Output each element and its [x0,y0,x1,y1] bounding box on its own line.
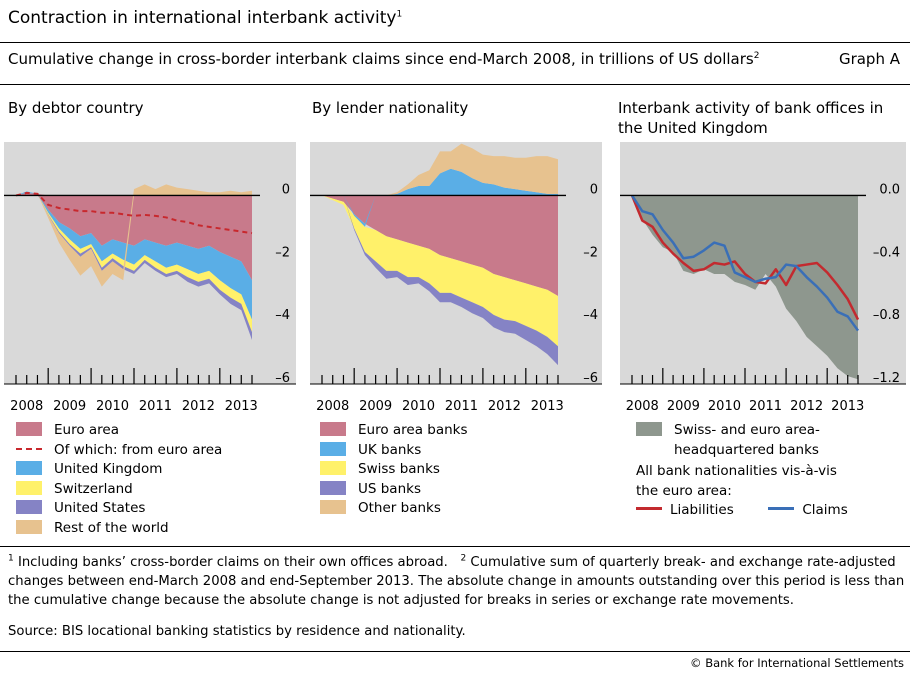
liabilities-label: Liabilities [670,502,734,518]
footnotes: 1 Including banks’ cross-border claims o… [8,553,908,610]
row-swatch [16,519,42,534]
legend-item-euro-area: Euro area [16,421,222,441]
panel2-area-switzerland [322,195,558,347]
legend-item-us-banks: US banks [320,480,468,500]
footnote-1: Including banks’ cross-border claims on … [17,555,448,570]
panel3-xtick-label: 2008 [626,399,659,414]
panel3-line-liabilities [630,194,860,321]
uk-banks-swatch [320,441,346,456]
swiss-swatch [16,480,42,495]
panel2-xtick-label: 2012 [488,399,521,414]
panel2-xtick-label: 2011 [445,399,478,414]
panel3-title-line2: the United Kingdom [618,119,768,137]
subtitle-rule [0,84,910,85]
legend-item-euro-area-banks: Euro area banks [320,421,468,441]
legend-item-switzerland: Switzerland [16,480,222,500]
panel3-title: Interbank activity of bank offices in th… [618,98,883,138]
panel2-area-euro-area [322,195,558,296]
panel1-area-rest-of-world [16,184,252,287]
panel2-xtick-label: 2010 [402,399,435,414]
panel1-xtick-label: 2008 [10,399,43,414]
panel3-area-swiss-euro-hq [632,195,858,380]
panel2-xtick-label: 2009 [359,399,392,414]
footnote-2-marker: 2 [460,553,467,564]
footnote-rule [0,546,910,547]
uk-swatch [16,461,42,475]
legend-item-united-kingdom: United Kingdom [16,460,222,480]
panel3-xtick-label: 2011 [749,399,782,414]
legend-debtor: Euro area Of which: from euro area Unite… [16,421,222,538]
panel3-xtick-label: 2013 [831,399,864,414]
legend-uk-offices: Swiss- and euro area- headquartered bank… [636,421,848,521]
footnote-1-marker: 1 [8,553,14,564]
panel1-title: By debtor country [8,99,144,117]
swiss-euro-hq-swatch [636,422,662,436]
panel2-title: By lender nationality [312,99,469,117]
euro-banks-swatch [320,422,346,436]
claims-label: Claims [802,502,848,518]
legend-lender: Euro area banks UK banks Swiss banks US … [320,421,468,519]
source-note: Source: BIS locational banking statistic… [8,624,466,639]
panel2-ytick-label: –4 [583,308,598,323]
swiss-banks-swatch [320,461,346,475]
us-banks-swatch [320,480,346,495]
panel3-title-line1: Interbank activity of bank offices in [618,99,884,117]
other-banks-swatch [320,500,346,514]
legend-item-swiss-banks: Swiss banks [320,460,468,480]
panel2-xtick-label: 2013 [531,399,564,414]
panel3-xtick-label: 2009 [667,399,700,414]
panel1-xtick-label: 2009 [53,399,86,414]
legend-item-united-states: United States [16,499,222,519]
legend-item-from-euro-area: Of which: from euro area [16,441,222,461]
page-subtitle: Cumulative change in cross-border interb… [8,50,760,68]
panel2-ytick-label: 0 [590,182,598,197]
legend-item-swiss-euro-hq: Swiss- and euro area- [636,421,848,441]
panel3-ytick-label: –1.2 [873,371,900,386]
page-title: Contraction in international interbank a… [8,8,403,28]
panel1-xtick-label: 2012 [182,399,215,414]
legend-caption-line1: All bank nationalities vis-à-vis [636,463,837,479]
panel3-ytick-label: –0.4 [873,245,900,260]
panel1-xtick-label: 2010 [96,399,129,414]
us-swatch [16,500,42,514]
panel1-ytick-label: 0 [282,182,290,197]
bottom-rule [0,651,910,652]
panel2-area-rest-of-world [322,143,558,196]
legend-item-lines: Liabilities Claims [636,501,848,521]
panel2-area-united-states [322,195,558,366]
panel1-area-united-kingdom [16,191,252,320]
footnote-2: Cumulative sum of quarterly break- and e… [8,555,905,608]
panel3-line-claims [630,194,860,332]
panel1-area-euro-area [16,192,252,281]
panel3-xtick-label: 2012 [790,399,823,414]
legend-caption-line2: the euro area: [636,482,732,499]
panel1-ytick-label: –2 [275,245,290,260]
title-rule [0,42,910,43]
copyright: © Bank for International Settlements [690,656,904,670]
panel2-area-united-kingdom [322,168,558,227]
legend-item-uk-banks: UK banks [320,441,468,461]
panel2-ytick-label: –6 [583,371,598,386]
panel3-xtick-label: 2010 [708,399,741,414]
legend-item-other-banks: Other banks [320,499,468,519]
legend-item-swiss-euro-hq-line2: headquartered banks [674,441,819,458]
panel1-ytick-label: –4 [275,308,290,323]
panel1-ytick-label: –6 [275,371,290,386]
euro-dash-swatch [16,447,42,450]
panel1-xtick-label: 2011 [139,399,172,414]
claims-swatch [768,507,795,510]
legend-item-rest-of-world: Rest of the world [16,519,222,539]
graph-label: Graph A [838,50,900,68]
liabilities-swatch [636,507,662,510]
euro-area-swatch [16,422,42,436]
panel2-xtick-label: 2008 [316,399,349,414]
panel3-ytick-label: 0.0 [879,182,900,197]
panel3-ytick-label: –0.8 [873,308,900,323]
panel2-ytick-label: –2 [583,245,598,260]
panel1-xtick-label: 2013 [225,399,258,414]
